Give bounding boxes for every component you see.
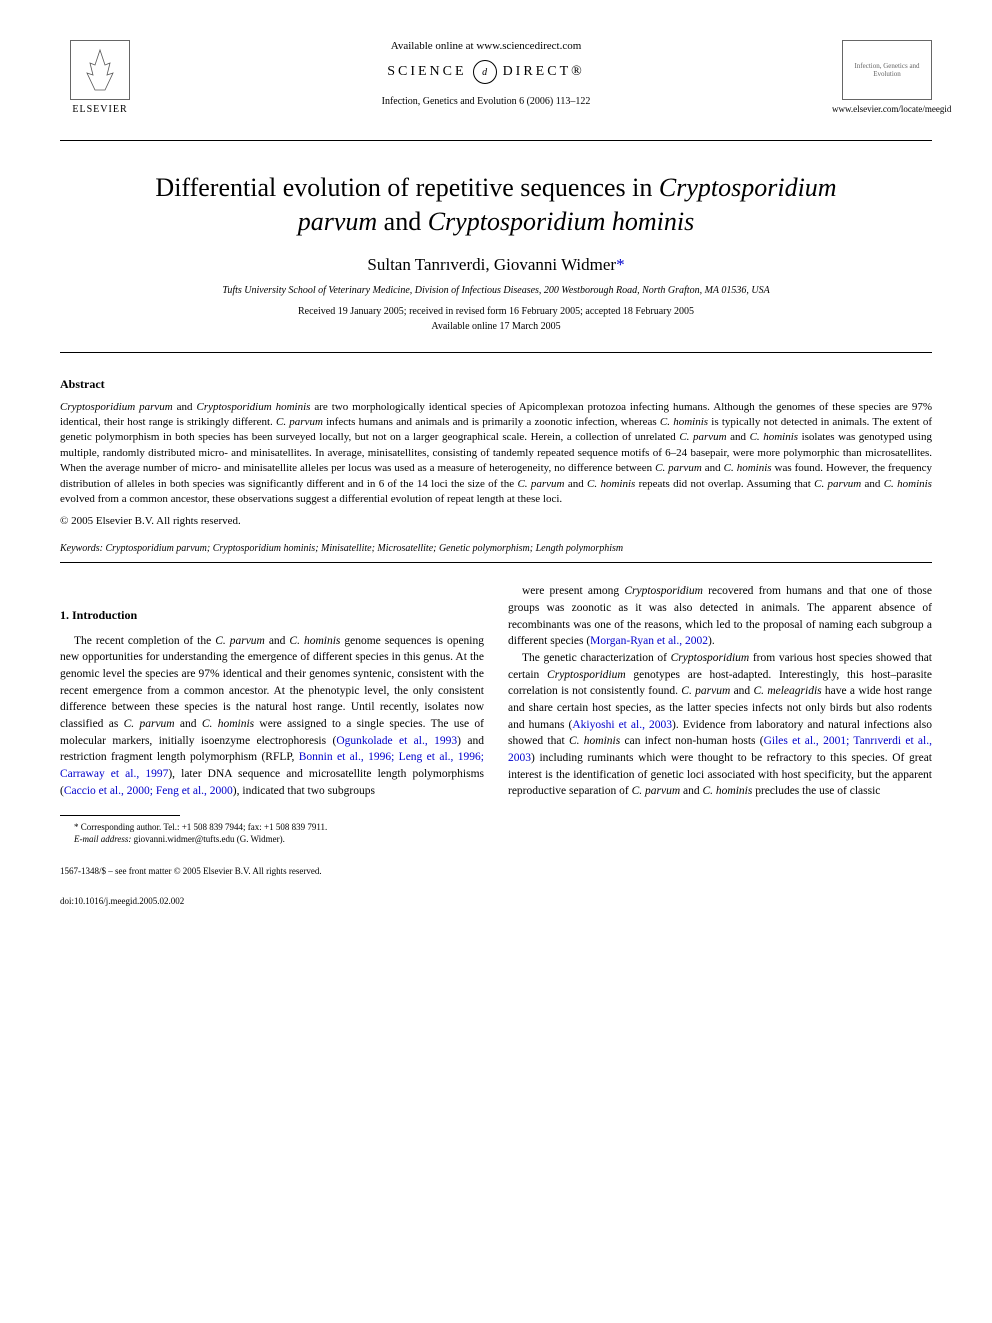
corresponding-author-link[interactable]: *: [616, 255, 625, 274]
sd-circle-icon: d: [473, 60, 497, 84]
received-dates: Received 19 January 2005; received in re…: [60, 306, 932, 317]
abstract-body: Cryptosporidium parvum and Cryptosporidi…: [60, 400, 932, 508]
body-paragraph: The genetic characterization of Cryptosp…: [508, 650, 932, 800]
sep: ,: [485, 255, 494, 274]
footer-doi: doi:10.1016/j.meegid.2005.02.002: [60, 896, 932, 906]
body-columns: 1. Introduction The recent completion of…: [60, 583, 932, 845]
science-direct-logo: SCIENCE d DIRECT®: [140, 60, 832, 84]
title-italic: parvum: [298, 207, 377, 236]
citation-link[interactable]: Ogunkolade et al., 1993: [336, 735, 457, 747]
email-footnote: E-mail address: giovanni.widmer@tufts.ed…: [60, 834, 484, 846]
email-value: giovanni.widmer@tufts.edu (G. Widmer).: [131, 834, 284, 844]
left-column: 1. Introduction The recent completion of…: [60, 583, 484, 845]
abstract-heading: Abstract: [60, 377, 932, 392]
email-label: E-mail address:: [74, 834, 131, 844]
footnote-rule: [60, 815, 180, 816]
article-title: Differential evolution of repetitive seq…: [60, 171, 932, 239]
affiliation: Tufts University School of Veterinary Me…: [60, 285, 932, 296]
journal-reference: Infection, Genetics and Evolution 6 (200…: [140, 96, 832, 107]
citation-link[interactable]: Caccio et al., 2000; Feng et al., 2000: [64, 785, 233, 797]
author-name: Sultan Tanrıverdi: [367, 255, 485, 274]
keywords-text: Cryptosporidium parvum; Cryptosporidium …: [103, 543, 623, 554]
elsevier-label: ELSEVIER: [72, 104, 127, 115]
body-paragraph: were present among Cryptosporidium recov…: [508, 583, 932, 650]
journal-logo-block: Infection, Genetics and Evolution www.el…: [832, 40, 932, 114]
intro-heading: 1. Introduction: [60, 607, 484, 624]
center-header: Available online at www.sciencedirect.co…: [140, 40, 832, 107]
abstract-top-rule: [60, 352, 932, 353]
intro-paragraph: The recent completion of the C. parvum a…: [60, 633, 484, 800]
keywords-label: Keywords:: [60, 543, 103, 554]
authors-line: Sultan Tanrıverdi, Giovanni Widmer*: [60, 255, 932, 275]
title-italic: Cryptosporidium: [659, 173, 837, 202]
keywords-rule: [60, 562, 932, 563]
elsevier-tree-icon: [70, 40, 130, 100]
online-date: Available online 17 March 2005: [60, 321, 932, 332]
title-italic: Cryptosporidium hominis: [428, 207, 695, 236]
journal-cover-icon: Infection, Genetics and Evolution: [842, 40, 932, 100]
right-column: were present among Cryptosporidium recov…: [508, 583, 932, 845]
header-row: ELSEVIER Available online at www.science…: [60, 40, 932, 130]
elsevier-logo: ELSEVIER: [60, 40, 140, 130]
copyright-line: © 2005 Elsevier B.V. All rights reserved…: [60, 515, 932, 527]
title-part: and: [377, 207, 428, 236]
keywords-line: Keywords: Cryptosporidium parvum; Crypto…: [60, 543, 932, 554]
author-name: Giovanni Widmer: [494, 255, 616, 274]
sd-right: DIRECT®: [503, 64, 585, 80]
citation-link[interactable]: Morgan-Ryan et al., 2002: [590, 635, 708, 647]
header-rule: [60, 140, 932, 141]
sd-left: SCIENCE: [387, 64, 466, 80]
corresponding-footnote: * Corresponding author. Tel.: +1 508 839…: [60, 822, 484, 834]
citation-link[interactable]: Akiyoshi et al., 2003: [572, 719, 672, 731]
title-part: Differential evolution of repetitive seq…: [155, 173, 658, 202]
journal-url: www.elsevier.com/locate/meegid: [832, 104, 932, 114]
footer-issn: 1567-1348/$ – see front matter © 2005 El…: [60, 866, 932, 876]
available-online-text: Available online at www.sciencedirect.co…: [140, 40, 832, 52]
